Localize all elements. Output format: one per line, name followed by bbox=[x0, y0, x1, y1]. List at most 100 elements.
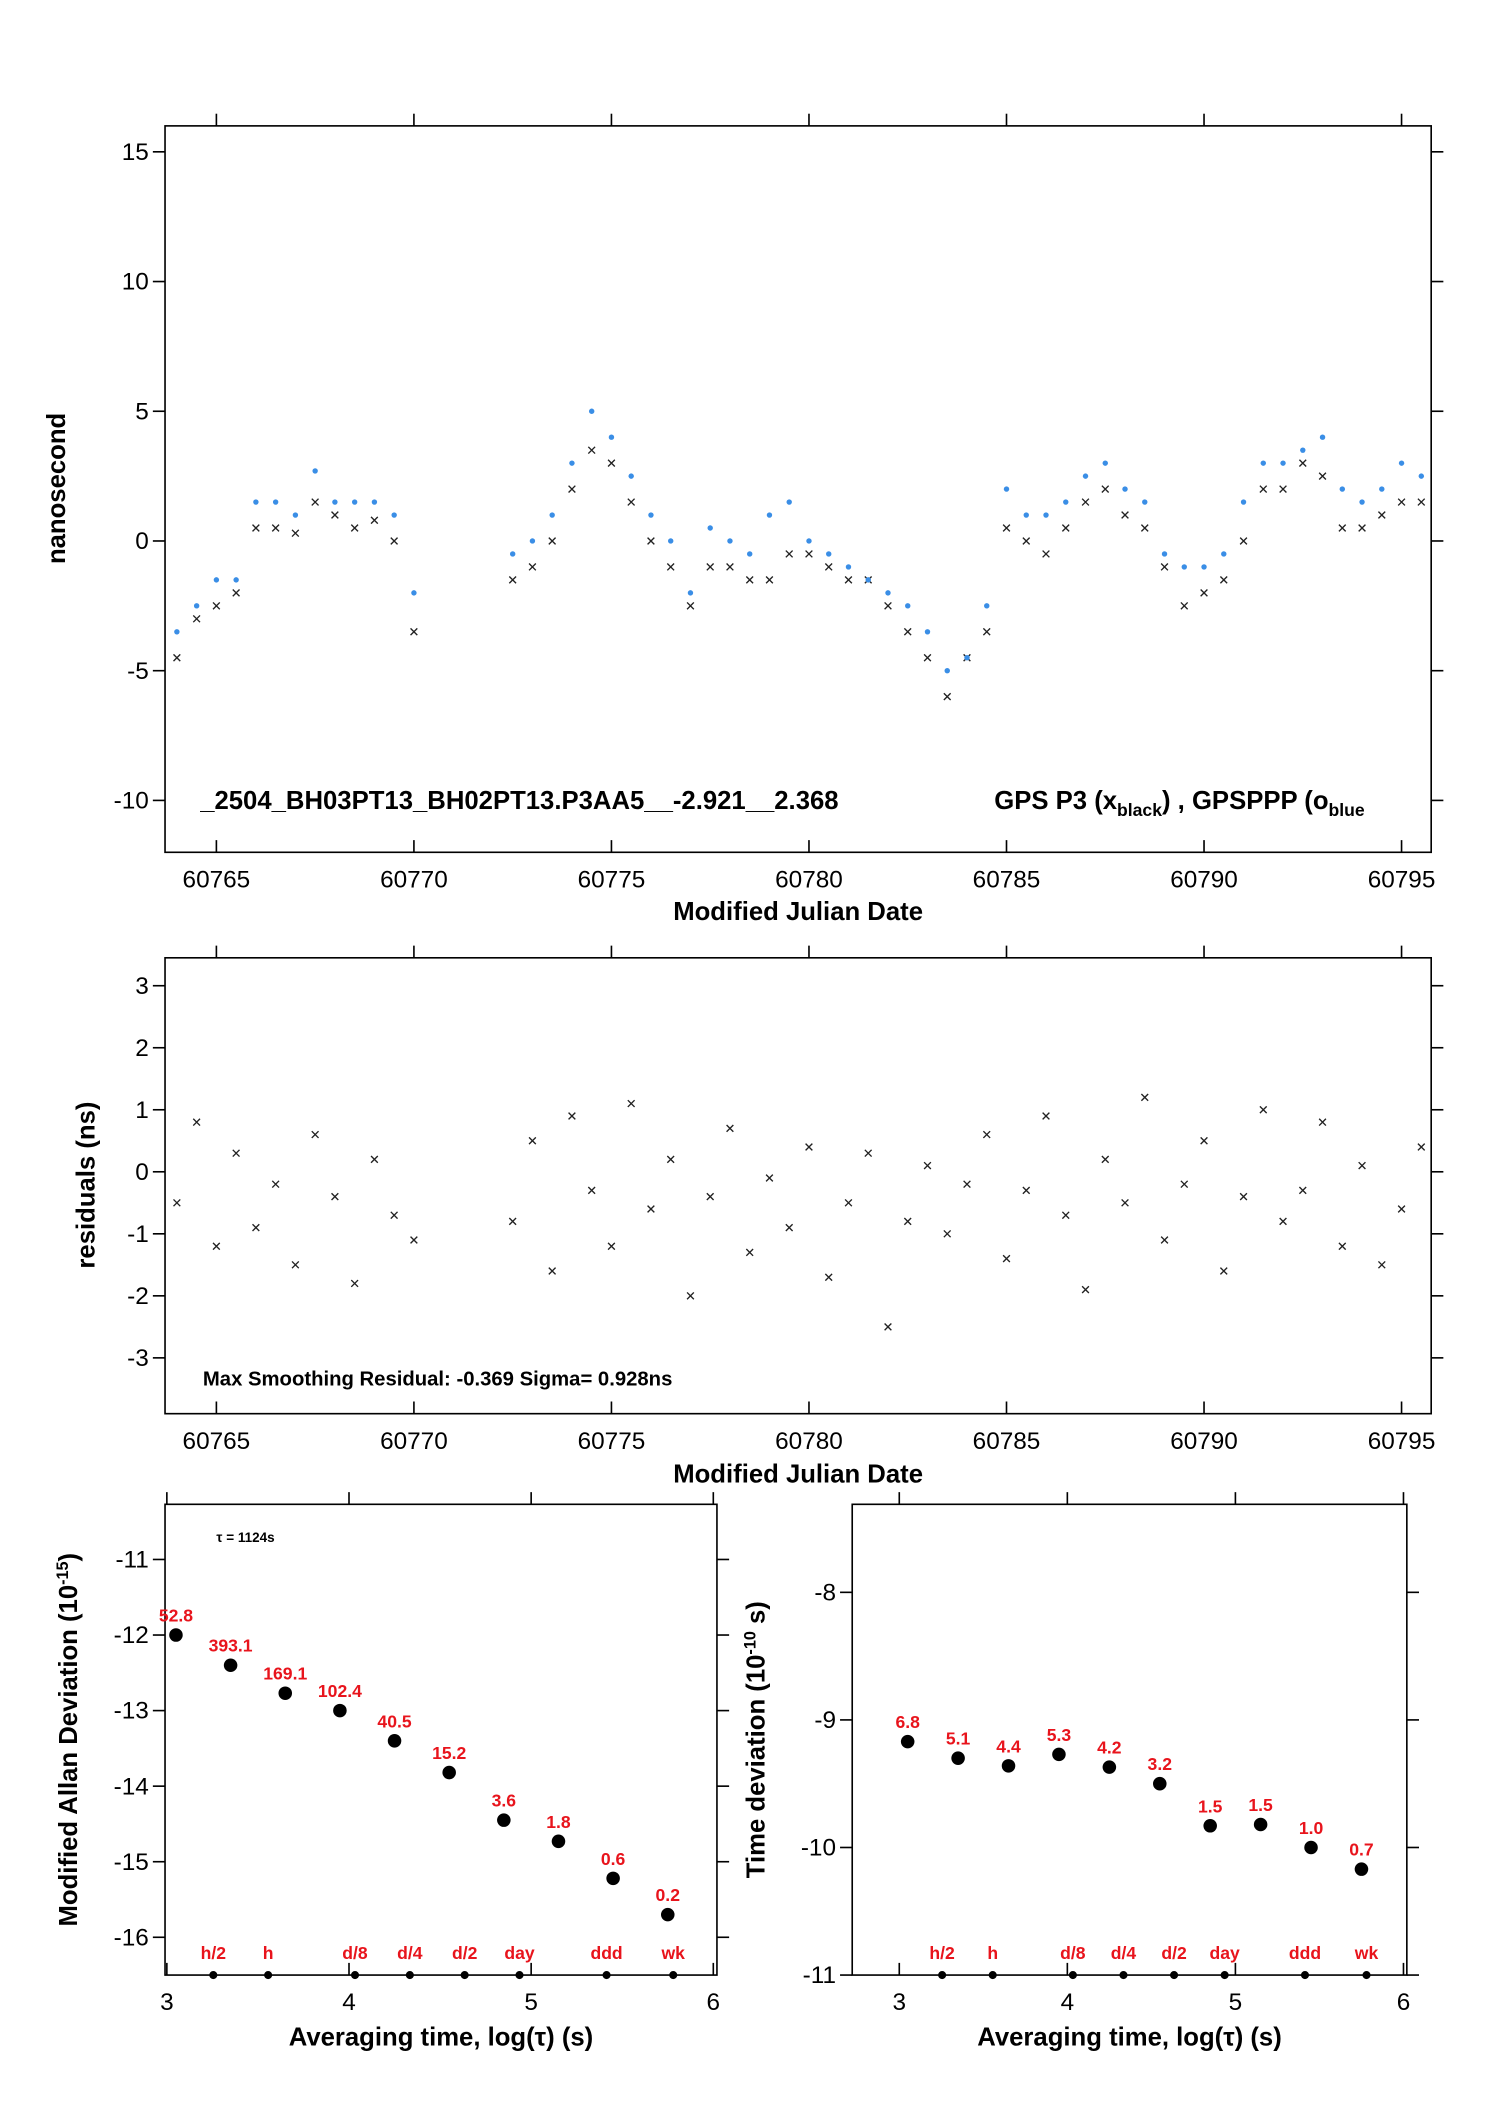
y-tick-label: 15 bbox=[122, 139, 149, 166]
point-label: 3.6 bbox=[492, 1791, 517, 1811]
x-tick-label: 5 bbox=[1229, 1989, 1243, 2016]
time-marker-label: h/2 bbox=[201, 1943, 227, 1963]
point bbox=[686, 601, 695, 610]
point bbox=[1122, 486, 1128, 492]
point bbox=[173, 1198, 181, 1207]
point bbox=[587, 1186, 596, 1195]
point bbox=[1121, 511, 1129, 519]
point-label: 1.5 bbox=[1198, 1796, 1223, 1816]
y-axis-label-part: ) bbox=[55, 1553, 83, 1562]
point bbox=[1003, 486, 1010, 492]
point bbox=[331, 1192, 339, 1201]
point bbox=[1359, 499, 1365, 505]
y-axis-label-part: -15 bbox=[54, 1561, 72, 1584]
point bbox=[278, 1686, 293, 1700]
point bbox=[1318, 1118, 1327, 1127]
point bbox=[1377, 511, 1386, 519]
point bbox=[963, 1180, 971, 1189]
point bbox=[766, 512, 773, 518]
y-tick-label: -1 bbox=[127, 1221, 149, 1248]
point bbox=[1161, 551, 1168, 557]
point-label: 4.2 bbox=[1097, 1738, 1122, 1758]
point bbox=[1319, 434, 1326, 440]
point bbox=[588, 408, 595, 414]
point bbox=[1418, 473, 1425, 479]
point bbox=[1298, 459, 1307, 468]
y-tick-label: -2 bbox=[127, 1283, 149, 1310]
point bbox=[687, 590, 694, 596]
y-axis-label: Time deviation (10-10 s) bbox=[741, 1601, 770, 1878]
point bbox=[923, 1161, 932, 1170]
point bbox=[271, 524, 280, 532]
x-tick-label: 60785 bbox=[973, 866, 1041, 893]
x-tick-label: 60790 bbox=[1170, 1428, 1238, 1455]
point bbox=[607, 459, 616, 468]
y-tick-label: -3 bbox=[127, 1345, 149, 1372]
point bbox=[885, 590, 891, 596]
point bbox=[387, 1734, 402, 1748]
time-marker bbox=[938, 1971, 947, 1980]
point-label: 169.1 bbox=[263, 1664, 307, 1684]
point bbox=[786, 499, 792, 505]
time-marker-label: d/8 bbox=[342, 1943, 368, 1963]
time-marker-label: d/2 bbox=[1161, 1943, 1187, 1963]
point bbox=[1200, 589, 1208, 597]
point bbox=[706, 1192, 715, 1201]
point bbox=[1259, 1105, 1268, 1114]
point-label: 15.2 bbox=[432, 1743, 466, 1763]
time-marker-label: day bbox=[504, 1943, 535, 1963]
point-label: 52.8 bbox=[159, 1606, 193, 1626]
point bbox=[1002, 524, 1011, 532]
point-label: 1.0 bbox=[1299, 1818, 1324, 1838]
point bbox=[903, 627, 912, 636]
point bbox=[169, 1628, 183, 1642]
point-label: 6.8 bbox=[895, 1712, 920, 1732]
point bbox=[271, 1180, 280, 1189]
point bbox=[232, 589, 241, 597]
time-marker bbox=[1119, 1971, 1128, 1980]
point bbox=[272, 499, 279, 505]
point bbox=[1377, 1260, 1386, 1269]
x-tick-label: 60770 bbox=[380, 866, 448, 893]
time-marker bbox=[669, 1971, 678, 1980]
point bbox=[192, 1118, 201, 1127]
point bbox=[1043, 512, 1049, 518]
annotation: τ = 1124s bbox=[216, 1530, 274, 1545]
point bbox=[1318, 472, 1327, 480]
point bbox=[1180, 1180, 1189, 1189]
x-axis-label: Averaging time, log(τ) (s) bbox=[289, 2023, 594, 2051]
point bbox=[333, 1703, 347, 1718]
point bbox=[606, 1871, 620, 1886]
x-tick-label: 60795 bbox=[1368, 1428, 1436, 1455]
point bbox=[686, 1291, 695, 1300]
x-tick-label: 6 bbox=[1397, 1989, 1411, 2016]
x-tick-label: 60770 bbox=[380, 1428, 448, 1455]
point bbox=[1153, 1776, 1167, 1791]
y-tick-label: -11 bbox=[803, 1962, 836, 1989]
point bbox=[390, 1211, 399, 1220]
point bbox=[1160, 563, 1169, 571]
y-axis-label-part: Modified Allan Deviation (10 bbox=[55, 1585, 83, 1927]
point bbox=[1022, 537, 1031, 545]
y-tick-label: -10 bbox=[801, 1835, 836, 1862]
time-marker-label: ddd bbox=[1289, 1943, 1321, 1963]
point bbox=[884, 601, 892, 610]
time-marker bbox=[209, 1971, 218, 1980]
point-label: 4.4 bbox=[996, 1736, 1021, 1756]
point bbox=[1063, 499, 1069, 505]
point bbox=[944, 667, 950, 674]
point bbox=[1240, 499, 1247, 505]
point bbox=[508, 1217, 517, 1226]
point bbox=[410, 627, 418, 636]
legend: GPS P3 (xblack) , GPSPPP (oblue bbox=[994, 787, 1365, 820]
time-marker bbox=[988, 1971, 997, 1980]
point bbox=[1140, 524, 1149, 532]
legend-part: blue bbox=[1329, 800, 1365, 820]
point bbox=[1279, 1217, 1287, 1226]
point bbox=[1061, 1211, 1070, 1220]
point bbox=[628, 473, 634, 479]
time-marker-label: h bbox=[987, 1943, 998, 1963]
point bbox=[951, 1751, 965, 1765]
point bbox=[1052, 1747, 1066, 1762]
